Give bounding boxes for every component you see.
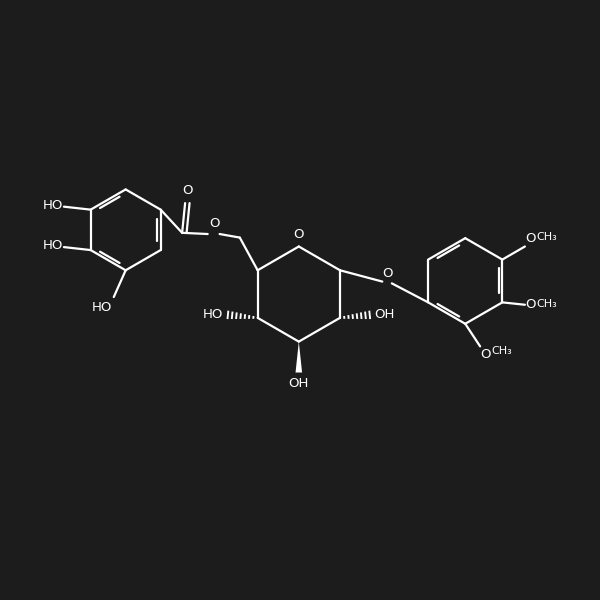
Text: O: O — [382, 268, 392, 280]
Text: O: O — [526, 232, 536, 245]
Polygon shape — [296, 341, 302, 373]
Text: CH₃: CH₃ — [536, 299, 557, 308]
Text: O: O — [481, 347, 491, 361]
Text: HO: HO — [203, 308, 223, 322]
Text: O: O — [182, 184, 193, 197]
Text: OH: OH — [374, 308, 395, 322]
Text: O: O — [293, 227, 304, 241]
Text: O: O — [209, 217, 220, 230]
Text: HO: HO — [43, 239, 63, 253]
Text: CH₃: CH₃ — [536, 232, 557, 242]
Text: OH: OH — [289, 377, 309, 390]
Text: HO: HO — [43, 199, 63, 212]
Text: O: O — [526, 298, 536, 311]
Text: HO: HO — [92, 301, 113, 314]
Text: CH₃: CH₃ — [491, 346, 512, 356]
